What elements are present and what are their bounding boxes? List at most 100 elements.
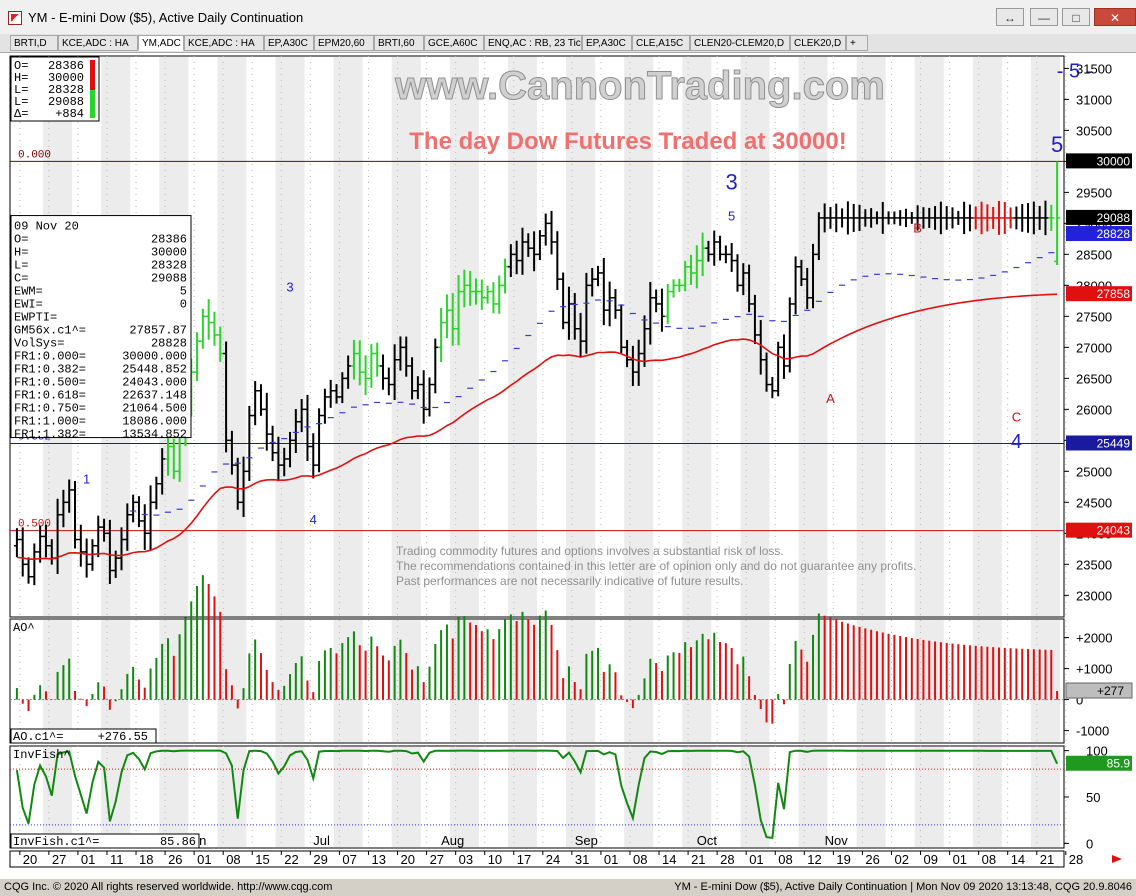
x-tick-label: 03 — [459, 852, 473, 867]
tab-brti-d[interactable]: BRTI,D — [10, 35, 58, 51]
price-bar — [1019, 204, 1026, 232]
svg-text:Δ=: Δ= — [14, 107, 28, 121]
price-bar — [147, 485, 154, 551]
y-tick-label: 27000 — [1076, 340, 1112, 355]
price-bar — [932, 205, 939, 230]
tab-[interactable]: + — [846, 35, 868, 51]
x-tick-label: 21 — [1040, 852, 1054, 867]
wave-label: 5 — [728, 208, 735, 223]
x-tick-label: 01 — [81, 852, 95, 867]
price-bar — [728, 243, 735, 272]
price-bar — [879, 201, 886, 234]
price-bar — [223, 341, 230, 453]
app-icon — [8, 11, 22, 25]
price-bar — [949, 207, 956, 229]
moving-average-line — [16, 293, 1058, 560]
svg-text:30000: 30000 — [151, 246, 187, 260]
week-band — [217, 57, 247, 616]
tab-brti-60[interactable]: BRTI,60 — [374, 35, 424, 51]
tab-enq-ac-rb-23-tick[interactable]: ENQ,AC : RB, 23 Tick — [484, 35, 582, 51]
price-bar — [519, 227, 526, 275]
price-tag-f500: 24043 — [1066, 522, 1132, 538]
ao-label: AO^ — [13, 621, 35, 635]
price-bar — [1042, 200, 1049, 236]
close-button[interactable]: ✕ — [1094, 8, 1136, 26]
price-bar — [124, 503, 131, 551]
tab-epm20-60[interactable]: EPM20,60 — [314, 35, 374, 51]
inv-tick-label: 100 — [1086, 744, 1108, 759]
x-axis — [9, 850, 1065, 868]
x-tick-label: 02 — [894, 852, 908, 867]
chart-tab-bar: BRTI,D KCE,ADC : HA YM,ADC KCE,ADC : HA EP,A… — [0, 34, 1136, 53]
price-bar — [409, 357, 416, 400]
tab-ym-adc[interactable]: YM,ADC — [138, 35, 184, 51]
invfish-label: InvFish^ — [13, 748, 71, 762]
tab-kce-adc-ha[interactable]: KCE,ADC : HA — [58, 35, 138, 51]
price-bar — [316, 408, 323, 473]
disclaimer-text: Trading commodity futures and options in… — [396, 544, 784, 558]
tab-ep-a30c[interactable]: EP,A30C — [264, 35, 314, 51]
price-bar — [542, 213, 549, 246]
x-tick-label: 07 — [342, 852, 356, 867]
price-bar — [443, 294, 450, 339]
price-bar — [757, 320, 764, 375]
price-bar — [560, 272, 567, 330]
price-bar — [926, 207, 933, 228]
price-bar — [903, 208, 910, 228]
link-icon[interactable]: ↔ — [996, 8, 1024, 26]
maximize-button[interactable]: □ — [1062, 8, 1090, 26]
y-tick-label: 28500 — [1076, 247, 1112, 262]
week-band — [275, 57, 305, 616]
x-tick-label: 29 — [313, 852, 327, 867]
svg-text:L=: L= — [14, 259, 28, 273]
tab-clen20-clem20-d[interactable]: CLEN20-CLEM20,D — [690, 35, 790, 51]
x-tick-label: 01 — [749, 852, 763, 867]
x-tick-label: 15 — [255, 852, 269, 867]
x-tick-label: 18 — [139, 852, 153, 867]
fib-label: 0.000 — [18, 149, 51, 161]
svg-text:FR1:0.618=: FR1:0.618= — [14, 389, 86, 403]
svg-text:H=: H= — [14, 246, 28, 260]
week-band — [856, 747, 886, 847]
scroll-right-arrow[interactable] — [1112, 855, 1122, 863]
wave-label: 4 — [310, 512, 317, 527]
price-bar — [83, 538, 90, 578]
price-bar — [972, 206, 979, 230]
week-band — [217, 747, 247, 847]
price-bar — [1025, 203, 1032, 233]
price-bar — [60, 489, 67, 528]
ao-tick-label: -1000 — [1076, 724, 1109, 739]
price-bar — [467, 270, 474, 306]
price-bar — [635, 339, 642, 386]
price-bar — [531, 231, 538, 272]
svg-text:InvFish.c1^=: InvFish.c1^= — [13, 835, 99, 849]
tab-ep-a30c[interactable]: EP,A30C — [582, 35, 632, 51]
week-band — [798, 747, 828, 847]
x-tick-label: 11 — [110, 852, 124, 867]
svg-text:EWM=: EWM= — [14, 285, 43, 299]
price-bar — [321, 388, 328, 424]
svg-text:L=: L= — [14, 83, 28, 97]
x-tick-label: 28 — [1069, 852, 1083, 867]
svg-text:FR1:0.000=: FR1:0.000= — [14, 350, 86, 364]
price-bar — [589, 268, 596, 297]
tab-cle-a15c[interactable]: CLE,A15C — [632, 35, 690, 51]
price-bar — [583, 272, 590, 354]
price-bar — [362, 355, 369, 396]
x-tick-label: 20 — [401, 852, 415, 867]
x-tick-label: 01 — [953, 852, 967, 867]
svg-text:L=: L= — [14, 95, 28, 109]
price-bar — [461, 269, 468, 308]
price-bar — [966, 204, 973, 232]
price-tag-close: 29088 — [1066, 209, 1132, 225]
price-bar — [101, 518, 108, 542]
week-band — [159, 747, 189, 847]
tab-gce-a60c[interactable]: GCE,A60C — [424, 35, 484, 51]
week-band — [449, 57, 479, 616]
minimize-button[interactable]: — — [1030, 8, 1058, 26]
tab-kce-adc-ha[interactable]: KCE,ADC : HA — [184, 35, 264, 51]
tab-clek20-d[interactable]: CLEK20,D — [790, 35, 846, 51]
svg-text:O=: O= — [14, 233, 28, 247]
price-bar — [833, 203, 840, 233]
